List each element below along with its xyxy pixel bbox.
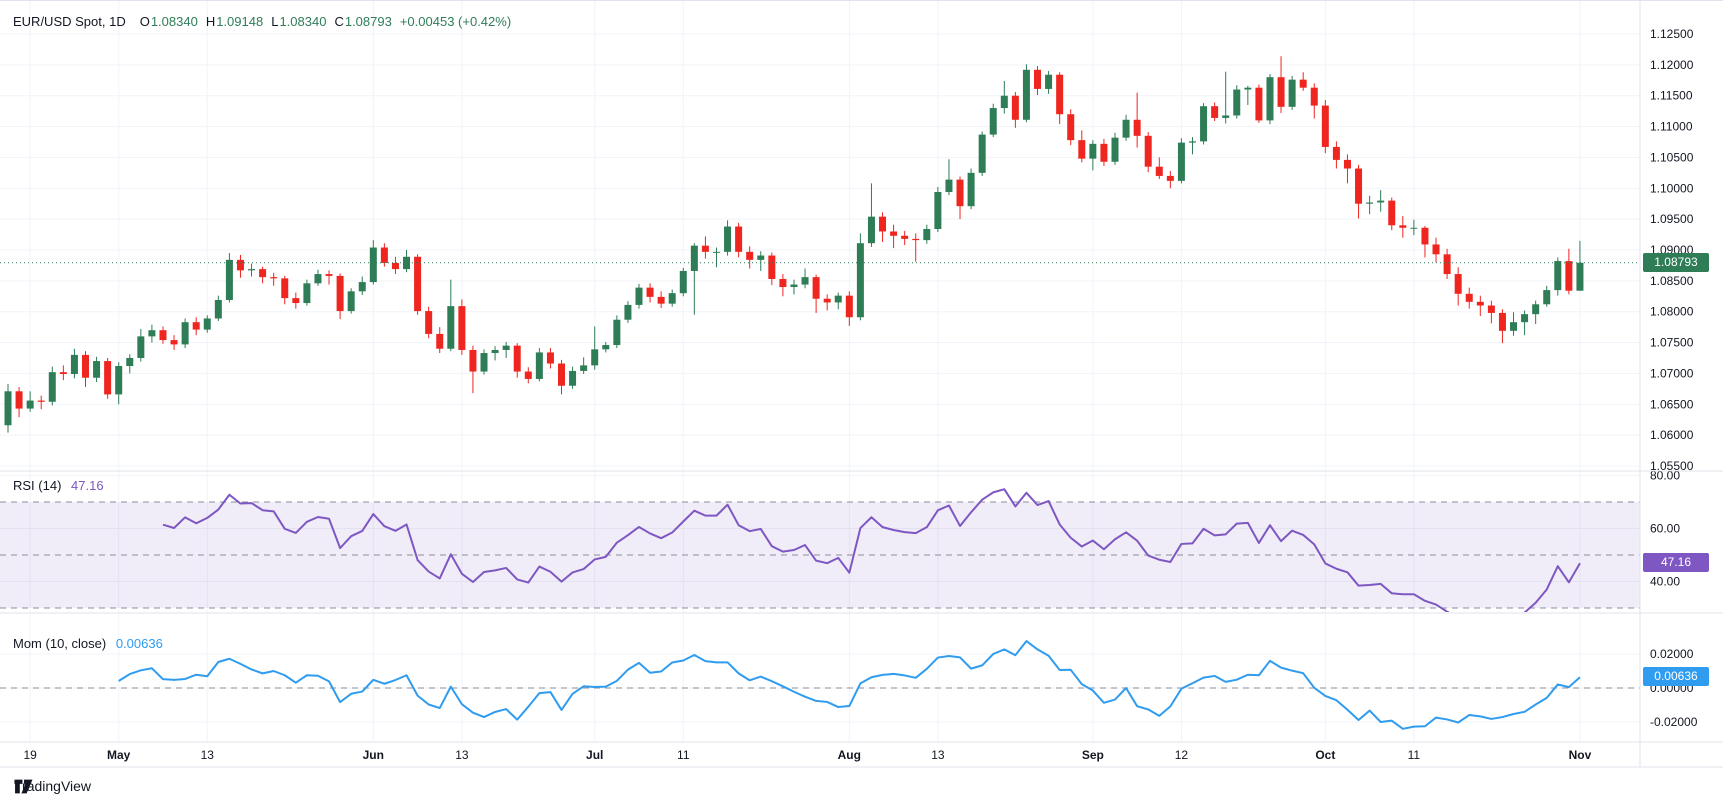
svg-text:Jun: Jun: [363, 748, 384, 762]
svg-text:-0.02000: -0.02000: [1650, 715, 1698, 729]
symbol-title: EUR/USD Spot, 1D: [13, 14, 126, 29]
svg-text:1.11000: 1.11000: [1650, 120, 1693, 134]
rsi-value-badge: 47.16: [1643, 552, 1709, 572]
high-value: 1.09148: [216, 14, 264, 29]
svg-text:1.11500: 1.11500: [1650, 89, 1693, 103]
mom-value-badge: 0.00636: [1643, 667, 1709, 687]
svg-text:1.08500: 1.08500: [1650, 274, 1694, 288]
tradingview-icon: [14, 779, 33, 794]
tradingview-logo-text: TradingView: [14, 778, 92, 794]
svg-text:11: 11: [677, 748, 690, 762]
svg-text:Aug: Aug: [838, 748, 861, 762]
svg-text:1.07000: 1.07000: [1650, 366, 1694, 380]
svg-text:13: 13: [201, 748, 215, 762]
close-label: C: [334, 14, 344, 29]
mom-params: (10, close): [45, 636, 107, 651]
svg-text:1.06500: 1.06500: [1650, 397, 1694, 411]
open-value: 1.08340: [150, 14, 198, 29]
svg-text:13: 13: [455, 748, 469, 762]
svg-text:1.05500: 1.05500: [1650, 459, 1694, 473]
change-value: +0.00453 (+0.42%): [399, 14, 512, 29]
svg-text:40.00: 40.00: [1650, 575, 1680, 589]
svg-text:60.00: 60.00: [1650, 522, 1680, 536]
svg-text:Nov: Nov: [1569, 748, 1592, 762]
svg-text:13: 13: [931, 748, 945, 762]
last-price-badge: 1.08793: [1643, 252, 1709, 272]
svg-text:1.08000: 1.08000: [1650, 305, 1694, 319]
svg-text:1.09500: 1.09500: [1650, 212, 1694, 226]
svg-text:1.12500: 1.12500: [1650, 27, 1694, 41]
mom-value: 0.00636: [115, 636, 163, 651]
mom-legend[interactable]: Mom (10, close) 0.00636: [13, 636, 163, 651]
rsi-params: (14): [38, 478, 62, 493]
svg-text:1.07500: 1.07500: [1650, 336, 1694, 350]
rsi-name: RSI: [13, 478, 35, 493]
svg-text:1.10500: 1.10500: [1650, 150, 1694, 164]
svg-text:May: May: [107, 748, 131, 762]
mom-name: Mom: [13, 636, 42, 651]
svg-text:1.12000: 1.12000: [1650, 58, 1694, 72]
low-value: 1.08340: [279, 14, 327, 29]
rsi-legend[interactable]: RSI (14) 47.16: [13, 478, 104, 493]
svg-text:0.02000: 0.02000: [1650, 647, 1694, 661]
svg-text:80.00: 80.00: [1650, 469, 1680, 483]
svg-text:1.06000: 1.06000: [1650, 428, 1694, 442]
svg-text:12: 12: [1175, 748, 1189, 762]
close-value: 1.08793: [344, 14, 392, 29]
tradingview-logo[interactable]: TradingView: [14, 778, 91, 794]
low-label: L: [271, 14, 279, 29]
high-label: H: [205, 14, 216, 29]
svg-text:19: 19: [23, 748, 37, 762]
svg-text:Sep: Sep: [1082, 748, 1104, 762]
svg-text:Jul: Jul: [586, 748, 603, 762]
price-legend[interactable]: EUR/USD Spot, 1D O1.08340 H1.09148 L1.08340…: [13, 14, 511, 29]
svg-text:1.10000: 1.10000: [1650, 181, 1694, 195]
rsi-value: 47.16: [71, 478, 104, 493]
svg-text:Oct: Oct: [1315, 748, 1335, 762]
open-label: O: [139, 14, 150, 29]
svg-text:11: 11: [1408, 748, 1421, 762]
